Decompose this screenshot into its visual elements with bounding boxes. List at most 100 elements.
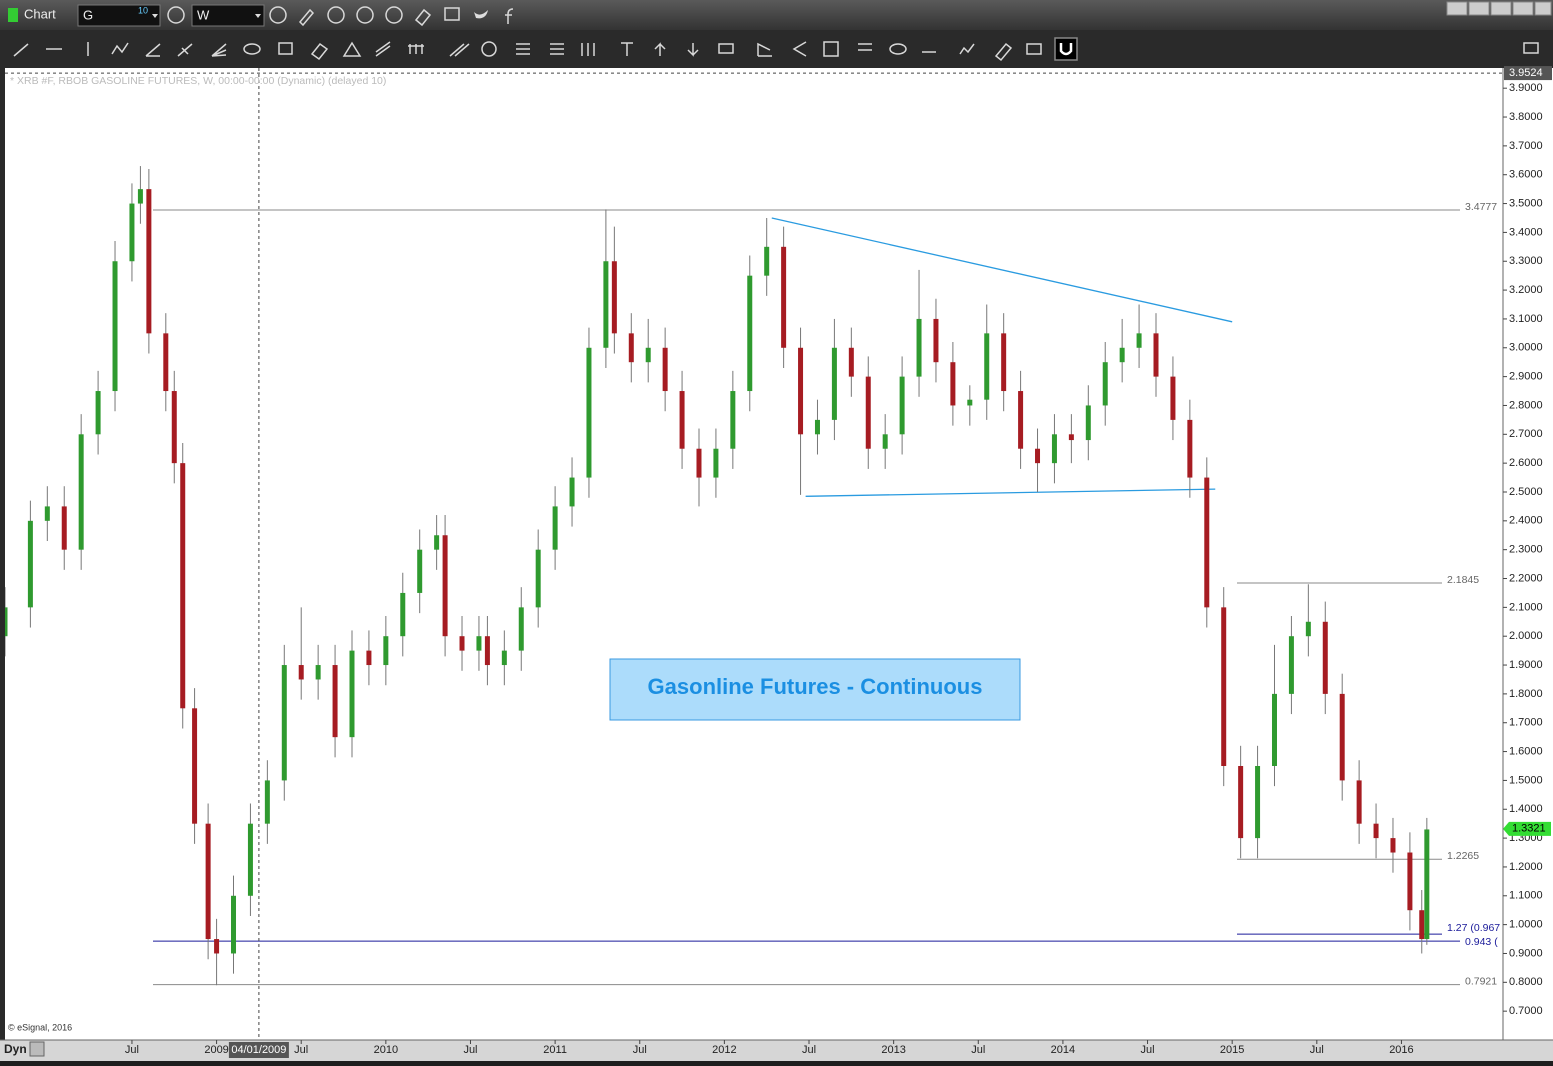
link-tool[interactable] [414, 8, 432, 27]
channel-tool[interactable] [310, 42, 329, 61]
candle-body [569, 477, 575, 507]
candle-body [501, 650, 507, 666]
fill-tool[interactable] [718, 43, 734, 54]
play-button[interactable] [356, 6, 374, 24]
y-tick-label: 2.7000 [1509, 428, 1543, 440]
gann-tool[interactable] [211, 43, 227, 57]
close-button[interactable] [1534, 1, 1552, 16]
candle-body [1288, 636, 1294, 694]
fib-tool[interactable] [516, 43, 530, 55]
x-tick-label: Jul [463, 1044, 477, 1056]
text-tool[interactable] [621, 42, 633, 56]
y-tick-label: 1.7000 [1509, 717, 1543, 729]
candle-body [1068, 434, 1074, 441]
x-tick-label: Jul [1310, 1044, 1324, 1056]
symbol-input[interactable] [77, 4, 161, 27]
y-tick-label: 1.0000 [1509, 919, 1543, 931]
candle-body [1373, 823, 1379, 839]
time-zone-tool[interactable] [581, 43, 595, 56]
ray-tool[interactable] [792, 41, 807, 57]
rect-tool[interactable] [278, 42, 293, 55]
chart-tool[interactable] [959, 43, 975, 55]
maximize-button[interactable] [1512, 1, 1534, 16]
y-tick-label: 2.6000 [1509, 457, 1543, 469]
candle-body [298, 665, 304, 680]
y-tick-label: 0.8000 [1509, 976, 1543, 988]
axis-layer: 0.70000.80000.90001.00001.10001.20001.30… [1503, 66, 1552, 1017]
eye-tool[interactable] [889, 43, 907, 55]
candle-body [1419, 910, 1425, 940]
grid-tool[interactable] [823, 41, 839, 57]
candle-body [798, 347, 804, 435]
eraser-tool[interactable] [994, 42, 1013, 62]
twitter-button[interactable] [474, 10, 488, 19]
candle-body [231, 895, 237, 954]
candle-body [781, 246, 787, 348]
plot-layer: 3.4777 2.1845 1.2265 1.27 (0.967 0.943 (0.79… [5, 68, 1503, 1040]
panel-tool[interactable] [1523, 42, 1539, 54]
help-button[interactable] [1446, 1, 1468, 16]
circle-tool[interactable] [481, 41, 497, 57]
candle-body [129, 203, 135, 262]
candle-body [315, 665, 321, 680]
candle-body [1238, 765, 1244, 839]
candle-body [1221, 607, 1227, 766]
pin-button[interactable] [1468, 1, 1490, 16]
candle-body [163, 333, 169, 392]
level-label: 2.1845 [1447, 574, 1479, 586]
ellipse-tool[interactable] [243, 43, 261, 55]
link-button[interactable] [167, 6, 185, 24]
arrow-up-tool[interactable] [654, 42, 666, 56]
regression-tool[interactable] [449, 43, 470, 57]
symbol-text: G [83, 7, 93, 22]
x-tick-label: 2012 [712, 1044, 736, 1056]
mob-tool[interactable] [858, 43, 872, 51]
candle-body [349, 650, 355, 738]
annotation-box [609, 658, 1021, 721]
interval-input[interactable] [191, 4, 265, 27]
candle-body [264, 780, 270, 824]
comment-button[interactable] [444, 7, 460, 21]
angle-tool[interactable] [757, 42, 772, 57]
candle-body [137, 189, 143, 204]
candle-body [1322, 621, 1328, 694]
minimize-button[interactable] [1490, 1, 1512, 16]
status-button[interactable] [29, 1041, 45, 1057]
fib-ext-tool[interactable] [550, 43, 564, 55]
arrow-down-tool[interactable] [687, 43, 699, 57]
level-label: 1.27 (0.967 [1447, 922, 1500, 934]
magnet-tool[interactable] [1054, 37, 1078, 61]
crosshair-x-tag [228, 1042, 289, 1058]
candle-body [1271, 693, 1277, 766]
cycle-tool[interactable] [408, 44, 424, 54]
candle-body [1407, 852, 1413, 911]
parallel-tool[interactable] [375, 41, 391, 57]
zoom-button[interactable] [385, 6, 403, 24]
candle-body [1339, 693, 1345, 781]
y-tick-label: 2.0000 [1509, 630, 1543, 642]
notes-tool[interactable] [1026, 43, 1042, 55]
candle-body [61, 506, 67, 550]
y-tick-label: 2.1000 [1509, 601, 1543, 613]
line-tool[interactable] [13, 43, 29, 57]
y-tick-label: 1.4000 [1509, 803, 1543, 815]
pitchfork-tool[interactable] [177, 43, 193, 57]
fan-tool[interactable] [145, 43, 161, 57]
draw-button[interactable] [298, 8, 315, 27]
y-tick-label: 3.1000 [1509, 313, 1543, 325]
refresh-button[interactable] [327, 6, 345, 24]
polyline-tool[interactable] [111, 42, 129, 55]
candle-body [1085, 405, 1091, 441]
y-tick-label: 1.8000 [1509, 688, 1543, 700]
time-button[interactable] [269, 6, 287, 24]
triangle-tool[interactable] [342, 41, 362, 57]
x-tick-label: Jul [633, 1044, 647, 1056]
facebook-button[interactable] [505, 8, 514, 24]
candle-body [552, 506, 558, 550]
candle-body [366, 650, 372, 666]
candle-body [933, 318, 939, 363]
trendline [771, 217, 1233, 323]
candle-body [281, 665, 287, 781]
status-text: Dyn [4, 1042, 27, 1056]
candle-body [535, 549, 541, 608]
